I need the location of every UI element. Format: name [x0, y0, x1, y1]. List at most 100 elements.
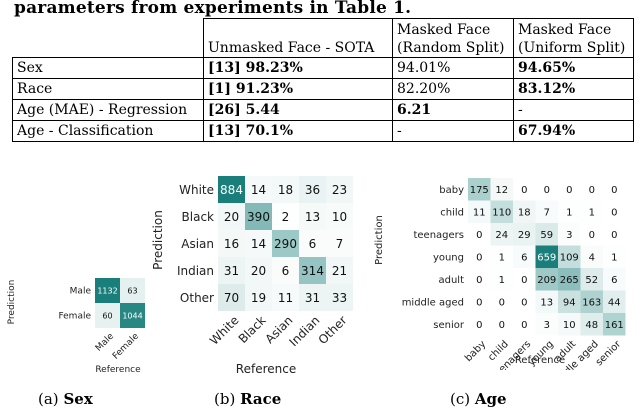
caption-a-label: Sex — [63, 390, 93, 408]
race-confusion-matrix: 884 14 18 36 23 White 20 390 2 13 10 Black 16 14 290 6 7… — [148, 168, 354, 382]
age-value-label: 1 — [611, 252, 617, 263]
age-cell-2-1 — [490, 223, 513, 246]
age-value-label: 6 — [521, 252, 527, 263]
age-x-axis-label: Reference — [515, 355, 565, 366]
race-cell-2-4 — [326, 230, 353, 257]
age-value-label: 0 — [589, 185, 595, 196]
age-cell-1-1 — [490, 200, 513, 223]
age-value-label: 163 — [582, 297, 601, 308]
age-value-label: 59 — [540, 230, 553, 241]
age-value-label: 94 — [563, 297, 576, 308]
sex-value-label: 63 — [127, 286, 137, 295]
age-value-label: 6 — [611, 275, 617, 286]
race-value-label: 14 — [251, 237, 266, 251]
race-value-label: 2 — [282, 210, 290, 224]
sota-cell: [13] 98.23% — [203, 57, 393, 79]
race-col-label: Black — [236, 313, 269, 346]
sota-value: 70.1% — [245, 123, 294, 139]
caption-b: (b) Race — [214, 390, 281, 408]
header-text: parameters from experiments in Table 1. — [14, 0, 412, 18]
race-value-label: 13 — [305, 210, 320, 224]
race-value-label: 23 — [332, 183, 347, 197]
age-cell-4-6 — [603, 268, 626, 291]
header-random-line1: Masked Face — [397, 22, 491, 38]
sota-ref: [13] — [208, 60, 241, 76]
random-cell: 82.20% — [392, 78, 514, 100]
header-cell-random: Masked Face (Random Split) — [392, 18, 514, 58]
race-value-label: 19 — [251, 291, 266, 305]
age-col-label: baby — [463, 339, 488, 364]
sex-cell-0-0 — [95, 278, 120, 303]
age-value-label: 44 — [608, 297, 621, 308]
race-value-label: 21 — [332, 264, 347, 278]
age-value-label: 4 — [589, 252, 595, 263]
race-value-label: 884 — [220, 183, 243, 197]
age-value-label: 10 — [563, 320, 576, 331]
race-value-label: 14 — [251, 183, 266, 197]
row-label: Age (MAE) - Regression — [12, 99, 204, 121]
race-row-label: Black — [182, 210, 215, 224]
age-cell-6-0 — [468, 313, 491, 336]
caption-c: (c) Age — [450, 390, 507, 408]
random-cell: - — [392, 120, 514, 142]
age-cell-6-1 — [490, 313, 513, 336]
age-cell-6-5 — [580, 313, 603, 336]
age-value-label: 18 — [518, 207, 531, 218]
table-row: Sex [13] 98.23% 94.01% 94.65% — [12, 57, 634, 79]
age-row-label: child — [440, 207, 464, 218]
sex-col-label: Female — [111, 331, 141, 361]
sota-cell: [1] 91.23% — [203, 78, 393, 100]
age-value-label: 0 — [476, 230, 482, 241]
age-cell-2-5 — [580, 223, 603, 246]
race-cell-1-1 — [245, 203, 272, 230]
race-col-label: Indian — [286, 313, 322, 349]
age-value-label: 1 — [499, 252, 505, 263]
age-row-label: senior — [433, 320, 465, 331]
age-cell-3-1 — [490, 245, 513, 268]
race-cell-4-1 — [245, 284, 272, 311]
age-cell-5-2 — [513, 290, 536, 313]
age-cell-0-0 — [468, 178, 491, 201]
age-value-label: 0 — [589, 230, 595, 241]
race-value-label: 314 — [301, 264, 324, 278]
race-cell-3-1 — [245, 257, 272, 284]
race-col-label: White — [207, 313, 242, 348]
age-row-label: middle aged — [402, 297, 464, 308]
age-cell-2-4 — [558, 223, 581, 246]
age-cell-4-4 — [558, 268, 581, 291]
age-value-label: 0 — [521, 297, 527, 308]
race-cell-0-3 — [299, 176, 326, 203]
age-value-label: 13 — [540, 297, 553, 308]
age-value-label: 11 — [473, 207, 486, 218]
caption-a-prefix: (a) — [38, 390, 59, 408]
age-value-label: 12 — [495, 185, 508, 196]
header-cell-sota: Unmasked Face - SOTA — [203, 18, 393, 58]
age-value-label: 659 — [537, 252, 556, 263]
race-value-label: 11 — [278, 291, 293, 305]
caption-b-label: Race — [240, 390, 282, 408]
sex-cell-1-0 — [95, 303, 120, 328]
age-value-label: 24 — [495, 230, 508, 241]
age-cell-0-3 — [535, 178, 558, 201]
header-uniform-line2: (Uniform Split) — [518, 40, 626, 56]
race-matrix-svg: 884 14 18 36 23 White 20 390 2 13 10 Black 16 14 290 6 7… — [151, 176, 353, 376]
race-row-label: White — [179, 183, 214, 197]
random-cell: 94.01% — [392, 57, 514, 79]
race-row-label: Indian — [177, 264, 214, 278]
sex-col-label: Male — [94, 331, 116, 353]
age-value-label: 265 — [560, 275, 579, 286]
age-cell-0-2 — [513, 178, 536, 201]
age-cell-3-6 — [603, 245, 626, 268]
row-label: Race — [12, 78, 204, 100]
race-cell-0-0 — [218, 176, 245, 203]
age-cell-6-3 — [535, 313, 558, 336]
age-confusion-matrix: 175 12 0 0 0 0 0 baby 11 110 18 7 1 1 0 child 0 24 29 59 3 0 0… — [370, 170, 638, 391]
sota-value: 98.23% — [245, 60, 303, 76]
race-value-label: 290 — [274, 237, 297, 251]
sota-ref: [1] — [208, 81, 231, 97]
age-cell-4-1 — [490, 268, 513, 291]
race-cell-3-3 — [299, 257, 326, 284]
age-cell-4-3 — [535, 268, 558, 291]
